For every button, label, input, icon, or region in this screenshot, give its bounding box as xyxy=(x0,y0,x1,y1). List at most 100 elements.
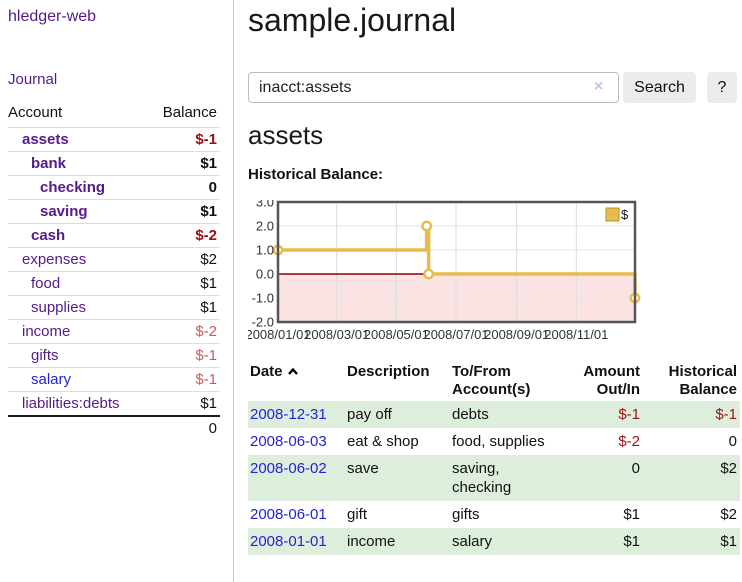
balance-value: $1 xyxy=(148,199,220,224)
accounts-cell: gifts xyxy=(452,506,480,523)
balance-cell: $2 xyxy=(720,460,737,477)
balance-value: $-1 xyxy=(148,367,220,392)
account-row: cash $-2 xyxy=(8,223,220,248)
account-link-salary[interactable]: salary xyxy=(31,371,72,388)
column-date-header[interactable]: Date xyxy=(248,361,345,401)
account-link-cash[interactable]: cash xyxy=(31,227,66,244)
accounts-total-value: 0 xyxy=(148,415,220,440)
search-button[interactable]: Search xyxy=(623,72,696,103)
accounts-cell: salary xyxy=(452,533,493,550)
balance-cell: $-1 xyxy=(715,406,737,423)
accounts-total-row: 0 xyxy=(8,415,220,440)
svg-text:2008/05/01: 2008/05/01 xyxy=(364,327,429,342)
amount-cell: $-1 xyxy=(618,406,640,423)
account-row: liabilities:debts $1 xyxy=(8,391,220,416)
svg-text:2008/09/01: 2008/09/01 xyxy=(484,327,549,342)
date-link[interactable]: 2008-06-03 xyxy=(250,433,327,450)
svg-text:3.0: 3.0 xyxy=(256,200,274,210)
page-title: sample.journal xyxy=(248,2,457,38)
balance-cell: 0 xyxy=(728,433,737,450)
account-link-checking[interactable]: checking xyxy=(40,179,106,196)
svg-text:2008/11/01: 2008/11/01 xyxy=(544,327,608,342)
register-row: 2008-06-03 eat & shop food, supplies $-2… xyxy=(248,428,740,455)
description-cell: income xyxy=(347,533,396,550)
register-header-row: Date Description To/From Account(s) Amou… xyxy=(248,361,740,401)
register-row: 2008-06-01 gift gifts $1 $2 xyxy=(248,501,740,528)
column-description-header: Description xyxy=(347,363,430,380)
account-link-bank[interactable]: bank xyxy=(31,155,67,172)
column-accounts-header: To/From Account(s) xyxy=(450,361,581,401)
svg-text:-1.0: -1.0 xyxy=(252,291,274,306)
svg-text:1.0: 1.0 xyxy=(256,243,274,258)
balance-header-line1: Historical xyxy=(668,363,737,380)
balance-column-header: Balance xyxy=(162,104,217,121)
register-row: 2008-12-31 pay off debts $-1 $-1 xyxy=(248,401,740,428)
accounts-table: Account Balance assets $-1 bank $1 check… xyxy=(8,100,220,440)
main-content: sample.journal × Search ? assets Histori… xyxy=(248,0,742,582)
balance-value: $2 xyxy=(148,247,220,272)
account-row: saving $1 xyxy=(8,199,220,224)
account-row: income $-2 xyxy=(8,319,220,344)
svg-text:2008/03/01: 2008/03/01 xyxy=(304,327,369,342)
chart-title: Historical Balance: xyxy=(248,166,384,183)
sidebar: hledger-web Journal Account Balance asse… xyxy=(0,0,234,582)
balance-value: $-1 xyxy=(148,343,220,368)
svg-text:2.0: 2.0 xyxy=(256,219,274,234)
date-link[interactable]: 2008-06-01 xyxy=(250,506,327,523)
balance-value: $1 xyxy=(148,271,220,296)
balance-value: $-2 xyxy=(148,223,220,248)
search-form: × Search ? xyxy=(248,72,742,103)
brand-link[interactable]: hledger-web xyxy=(8,8,97,25)
svg-text:-2.0: -2.0 xyxy=(252,315,274,330)
search-input[interactable] xyxy=(248,72,619,103)
svg-text:2008/01/01: 2008/01/01 xyxy=(248,327,311,342)
account-link-expenses[interactable]: expenses xyxy=(22,251,87,268)
balance-header-line2: Balance xyxy=(679,381,737,398)
account-link-gifts[interactable]: gifts xyxy=(31,347,59,364)
account-link-assets[interactable]: assets xyxy=(22,131,69,148)
amount-cell: 0 xyxy=(631,460,640,477)
account-link-liabilities-debts[interactable]: liabilities:debts xyxy=(22,395,120,412)
amount-cell: $-2 xyxy=(618,433,640,450)
description-cell: gift xyxy=(347,506,368,523)
balance-value: $1 xyxy=(148,391,220,416)
balance-value: 0 xyxy=(148,175,220,200)
svg-text:$: $ xyxy=(621,207,629,222)
accounts-cell: saving, checking xyxy=(452,460,512,496)
description-cell: eat & shop xyxy=(347,433,419,450)
account-row: food $1 xyxy=(8,271,220,296)
balance-cell: $1 xyxy=(720,533,737,550)
date-link[interactable]: 2008-12-31 xyxy=(250,406,327,423)
amount-cell: $1 xyxy=(623,506,640,523)
historical-balance-chart: $3.0 2.0 1.0 0.0 -1.0 -2.02008/01/012008/03/0… xyxy=(248,200,641,342)
balance-value: $1 xyxy=(148,151,220,176)
account-link-supplies[interactable]: supplies xyxy=(31,299,87,316)
account-title: assets xyxy=(248,120,324,150)
balance-value: $-2 xyxy=(148,319,220,344)
clear-search-icon[interactable]: × xyxy=(594,78,604,95)
accounts-table-header: Account Balance xyxy=(8,100,220,128)
account-link-saving[interactable]: saving xyxy=(40,203,88,220)
account-link-food[interactable]: food xyxy=(31,275,61,292)
help-button[interactable]: ? xyxy=(707,72,737,103)
column-amount-header: Amount Out/In xyxy=(581,361,643,401)
register-table: Date Description To/From Account(s) Amou… xyxy=(248,361,740,555)
amount-header-line1: Amount xyxy=(583,363,640,380)
date-link[interactable]: 2008-06-02 xyxy=(250,460,327,477)
account-row: assets $-1 xyxy=(8,127,220,152)
account-row: checking 0 xyxy=(8,175,220,200)
register-row: 2008-01-01 income salary $1 $1 xyxy=(248,528,740,555)
account-row: supplies $1 xyxy=(8,295,220,320)
sidebar-item-journal[interactable]: Journal xyxy=(8,71,58,88)
account-link-income[interactable]: income xyxy=(22,323,71,340)
svg-text:2008/07/01: 2008/07/01 xyxy=(423,327,488,342)
svg-text:0.0: 0.0 xyxy=(256,267,274,282)
account-row: salary $-1 xyxy=(8,367,220,392)
amount-cell: $1 xyxy=(623,533,640,550)
balance-cell: $2 xyxy=(720,506,737,523)
account-row: gifts $-1 xyxy=(8,343,220,368)
accounts-cell: food, supplies xyxy=(452,433,545,450)
account-row: bank $1 xyxy=(8,151,220,176)
accounts-header-line1: To/From xyxy=(452,363,511,380)
date-link[interactable]: 2008-01-01 xyxy=(250,533,327,550)
